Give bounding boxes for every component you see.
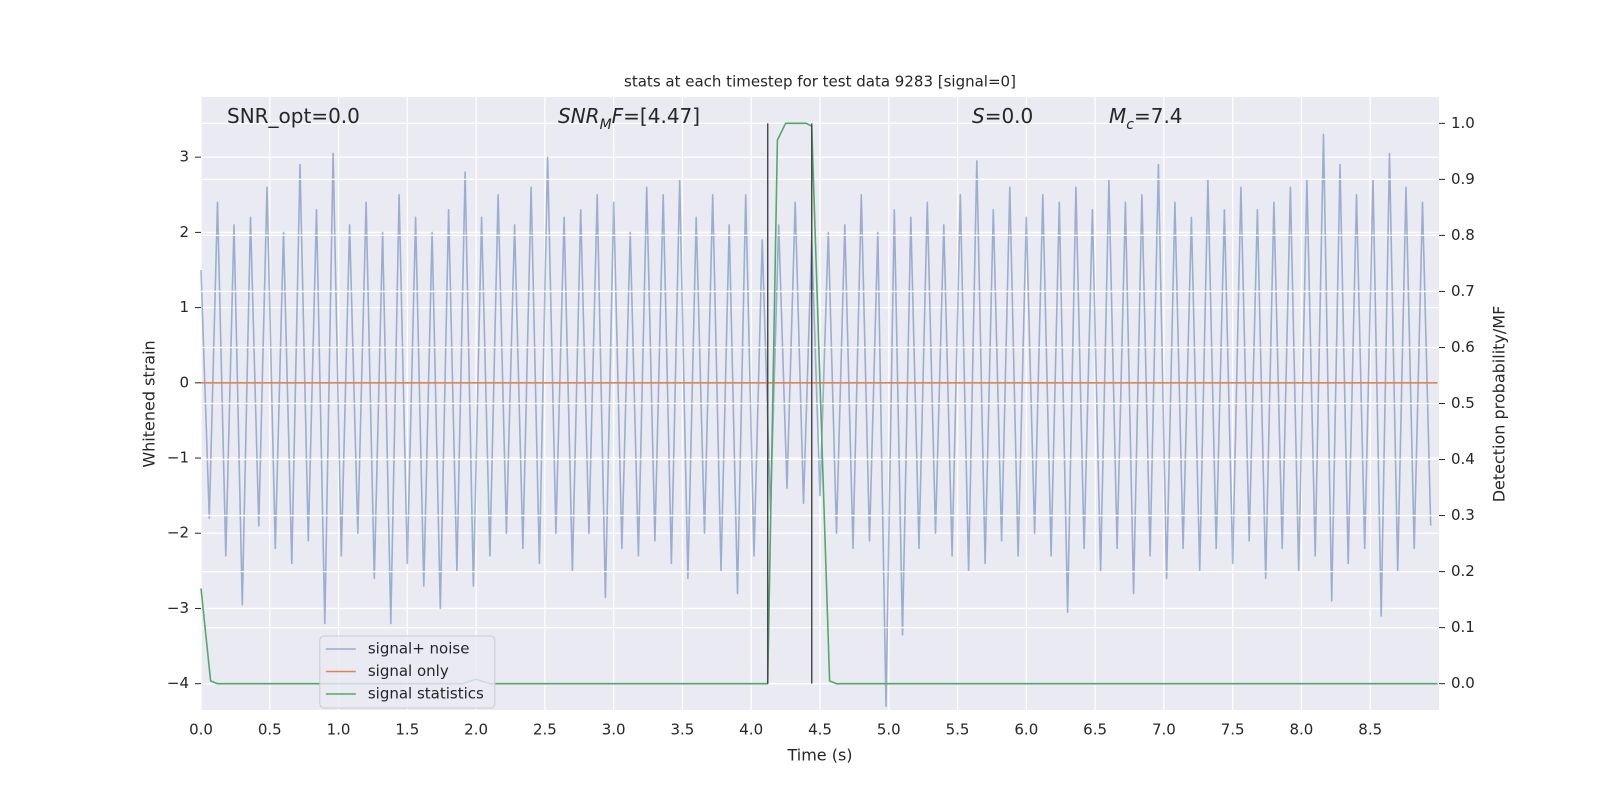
y2-tick-label: 0.6 (1451, 338, 1475, 356)
annotation: SNR_opt=0.0 (227, 104, 360, 128)
chart-title: stats at each timestep for test data 928… (624, 73, 1016, 91)
x-tick-label: 1.5 (395, 721, 419, 739)
annotation-part: S (972, 104, 985, 128)
x-tick-label: 4.0 (739, 721, 763, 739)
x-axis-label: Time (s) (786, 746, 852, 765)
annotation-part: c (1126, 117, 1134, 133)
x-tick-label: 6.5 (1083, 721, 1107, 739)
y2-tick-label: 1.0 (1451, 114, 1475, 132)
y2-tick-label: 0.8 (1451, 226, 1475, 244)
y-tick-label: 3 (179, 148, 189, 166)
y2-tick-label: 0.9 (1451, 170, 1475, 188)
y-tick-label: 0 (179, 373, 189, 391)
y-tick-label: −2 (167, 524, 189, 542)
annotation-part: M (1109, 104, 1126, 128)
annotation: SNRMF=[4.47] (558, 104, 700, 134)
x-tick-label: 0.0 (189, 721, 213, 739)
legend-box (319, 635, 496, 709)
legend-label: signal only (368, 662, 449, 680)
annotation: Mc=7.4 (1109, 104, 1183, 134)
y2-tick-label: 0.5 (1451, 394, 1475, 412)
y2-tick-label: 0.2 (1451, 562, 1475, 580)
y-tick-label: 1 (179, 298, 189, 316)
x-tick-label: 6.0 (1014, 721, 1038, 739)
y2-tick-label: 0.4 (1451, 450, 1475, 468)
x-tick-label: 7.0 (1152, 721, 1176, 739)
annotation-part: =0.0 (985, 104, 1034, 128)
x-tick-label: 1.0 (327, 721, 351, 739)
x-tick-label: 5.5 (946, 721, 970, 739)
y-tick-label: −1 (167, 449, 189, 467)
y2-axis-label: Detection probability/MF (1490, 306, 1509, 503)
y2-tick-label: 0.7 (1451, 282, 1475, 300)
x-tick-label: 8.5 (1358, 721, 1382, 739)
x-tick-label: 2.0 (464, 721, 488, 739)
x-tick-label: 2.5 (533, 721, 557, 739)
x-tick-label: 5.0 (877, 721, 901, 739)
y2-tick-label: 0.1 (1451, 618, 1475, 636)
legend-label: signal+ noise (368, 640, 470, 658)
y2-tick-label: 0.0 (1451, 674, 1475, 692)
y-tick-label: −3 (167, 599, 189, 617)
annotation-part: =[4.47] (623, 104, 700, 128)
annotation-part: SNR_opt=0.0 (227, 104, 360, 128)
x-tick-label: 8.0 (1290, 721, 1314, 739)
x-tick-label: 4.5 (808, 721, 832, 739)
series-line (200, 122, 1438, 685)
x-tick-label: 3.0 (602, 721, 626, 739)
legend-label: signal statistics (368, 685, 484, 703)
y-axis-label: Whitened strain (140, 340, 159, 467)
annotation-part: =7.4 (1134, 104, 1183, 128)
x-tick-label: 7.5 (1221, 721, 1245, 739)
annotation: S=0.0 (972, 104, 1033, 128)
y-tick-label: 2 (179, 223, 189, 241)
x-tick-label: 0.5 (258, 721, 282, 739)
series-line (200, 133, 1432, 707)
annotation-part: M (600, 117, 612, 133)
y-tick-label: −4 (167, 674, 189, 692)
annotation-part: F (612, 104, 624, 128)
x-tick-label: 3.5 (671, 721, 695, 739)
y2-tick-label: 0.3 (1451, 506, 1475, 524)
annotation-part: SNR (558, 104, 600, 128)
